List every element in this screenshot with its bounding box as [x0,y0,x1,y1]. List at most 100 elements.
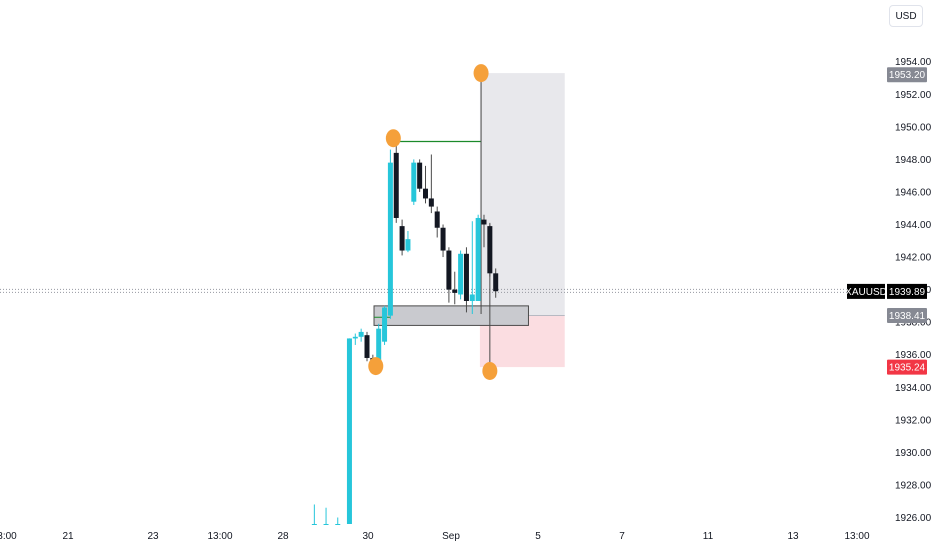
time-tick-label: 7 [619,531,625,542]
time-tick-label: 28 [277,531,289,542]
candle[interactable] [428,154,434,214]
time-tick-label: 3:00 [0,531,17,542]
candle[interactable] [452,271,458,305]
price-badge-label: 1935.24 [889,363,926,374]
time-tick-label: 13:00 [844,531,869,542]
swing-point-marker[interactable] [385,129,401,148]
price-tick-label: 1932.00 [895,415,932,426]
candle-body [452,289,458,293]
time-tick-label: 23 [147,531,159,542]
price-badge-label: 1953.20 [889,70,926,81]
candle[interactable] [364,331,370,362]
time-tick-label: 11 [703,531,714,542]
candle-body [335,524,341,525]
candle-body [376,328,382,365]
candle[interactable] [387,149,393,319]
price-badge-bg [887,307,927,323]
price-tick-label: 1930.00 [895,448,932,459]
candle[interactable] [311,504,317,525]
candle-body [387,162,393,316]
price-tick-label: 1950.00 [895,122,932,133]
candle[interactable] [358,328,364,342]
candle-body [493,273,499,292]
candle-body [393,152,399,218]
candle-body [346,338,352,524]
candle-body [434,211,440,228]
candle-body [428,198,434,207]
candle-body [458,253,464,295]
swing-point-marker[interactable] [473,64,489,83]
price-badge-bg [887,359,927,375]
candle-body [423,188,428,199]
price-badge-bg [887,67,927,83]
candle-body [417,162,423,189]
price-tick-label: 1934.00 [895,383,932,394]
candle-body [440,227,446,251]
swing-point-marker[interactable] [368,357,384,376]
currency-button[interactable]: USD [889,5,923,27]
candle[interactable] [475,214,481,301]
price-badge: 1938.41 [887,307,927,323]
candle[interactable] [335,517,341,525]
candle-body [358,331,364,337]
candles-layer [311,144,499,525]
price-badge-label: 1938.41 [889,311,926,322]
last-price-bg [887,283,927,299]
candle-body [481,219,487,225]
price-badge: 1935.24 [887,359,927,375]
overlay-lines [393,73,491,371]
candle[interactable] [417,159,423,192]
candle-body [469,294,475,301]
candle[interactable] [434,206,440,238]
candle-body [405,239,411,251]
price-tick-label: 1946.00 [895,187,932,198]
candle[interactable] [458,250,464,300]
candle[interactable] [493,268,499,298]
demand-zone[interactable] [373,305,529,326]
price-axis: 1926.00 1928.00 1930.00 1932.00 1934.00 1936.… [895,57,932,524]
price-tick-label: 1942.00 [895,253,932,264]
candle-body [475,217,481,301]
candle[interactable] [405,231,411,253]
price-tick-label: 1936.00 [895,350,932,361]
candle-body [382,307,388,342]
candle[interactable] [411,159,417,205]
swing-point-marker[interactable] [482,361,498,380]
time-axis: 3:00 21 23 13:00 28 30 Sep 5 7 11 13 13:00 [0,531,870,542]
candle[interactable] [446,247,452,303]
last-price-label: 1939.89 [889,287,926,298]
candle-body [446,250,452,290]
candle[interactable] [393,144,399,223]
drawing-layer [0,73,850,368]
candle[interactable] [399,219,405,256]
time-tick-label: Sep [442,531,460,542]
candle-body [399,226,405,251]
candle-body [352,336,358,339]
candle[interactable] [469,221,475,315]
time-tick-label: 5 [535,531,541,542]
price-tick-label: 1952.00 [895,90,932,101]
last-price-badge: XAUUSD 1939.89 [845,283,927,299]
price-tick-label: 1938.00 [895,318,932,329]
price-badges: 1953.20 1938.41 1935.24 XAUUSD 1939.89 [845,67,927,375]
candle[interactable] [440,224,446,258]
profit-zone[interactable] [479,73,565,316]
candle[interactable] [423,165,428,204]
candle-body [411,162,417,202]
price-tick-label: 1954.00 [895,57,932,68]
candle-body [364,335,370,358]
candle[interactable] [346,338,352,524]
price-tick-label: 1928.00 [895,480,932,491]
candle[interactable] [481,214,487,248]
candle[interactable] [487,222,493,277]
time-tick-label: 13:00 [207,531,232,542]
candle[interactable] [323,507,329,525]
candle[interactable] [352,333,358,345]
candle[interactable] [463,247,469,313]
time-tick-label: 30 [362,531,374,542]
candle[interactable] [382,305,388,345]
candle-body [311,524,317,525]
price-tick-label: 1944.00 [895,220,932,231]
symbol-label: XAUUSD [845,287,887,298]
